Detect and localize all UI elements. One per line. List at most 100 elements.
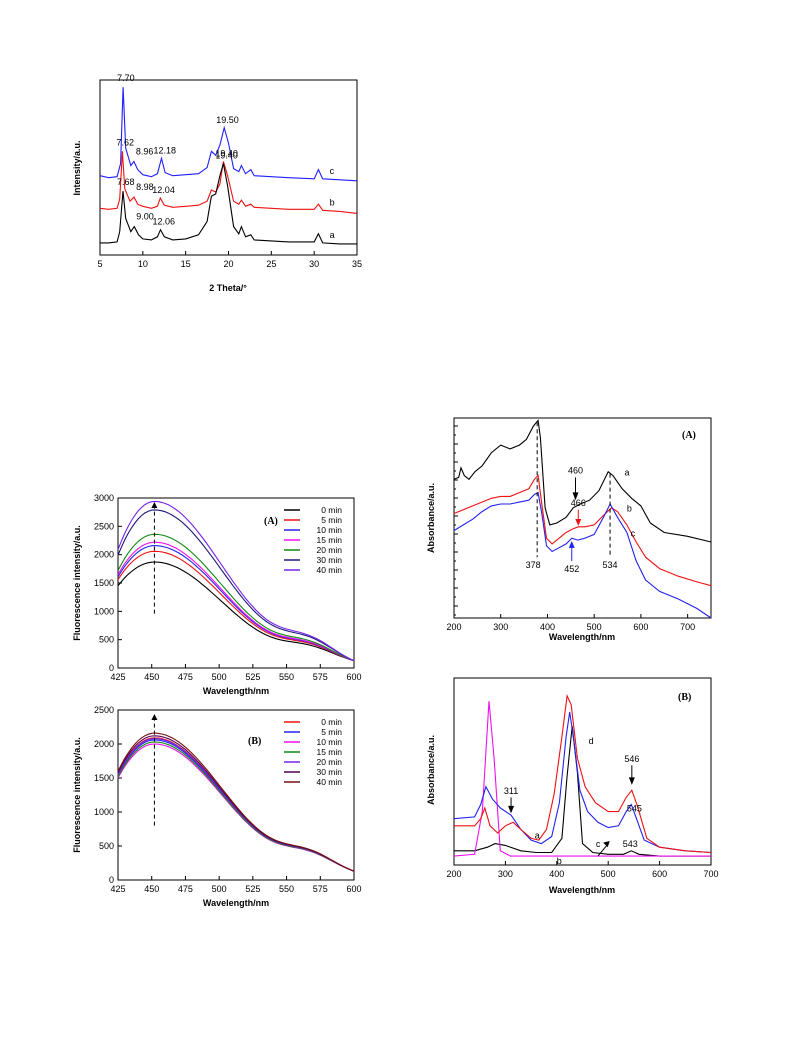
xrd-peak-label: 19.40 xyxy=(215,150,238,160)
uv-vis-a-arrowhead xyxy=(568,541,575,548)
xrd-series-c-line xyxy=(99,87,358,182)
flB-legend-label: 40 min xyxy=(316,777,342,787)
uv-vis-b-x-axis-label: Wavelength/nm xyxy=(549,885,615,895)
uv-vis-b-annotation: 543 xyxy=(623,839,638,849)
flB-y-tick-label: 2500 xyxy=(94,705,114,715)
flA-series-line xyxy=(117,533,355,662)
xrd-series-b-line xyxy=(99,151,358,214)
flA-y-tick-label: 1000 xyxy=(94,606,114,616)
uv-vis-b-annotations: 311 546 545 543 a b c d xyxy=(504,736,642,866)
flB-x-tick-label: 525 xyxy=(245,884,260,894)
flA-legend-label: 10 min xyxy=(316,525,342,535)
uv-vis-b-x-tick-label: 200 xyxy=(446,869,461,879)
uv-vis-a-series-a-name: a xyxy=(625,468,630,478)
flA-legend-label: 30 min xyxy=(316,555,342,565)
flB-y-tick-label: 1500 xyxy=(94,773,114,783)
xrd-peak-label: 8.98 xyxy=(136,182,154,192)
uv-vis-b-series-d-line xyxy=(454,693,712,854)
fluorescence-b-y-axis-label: Fluorescence intensity/a.u. xyxy=(72,737,82,853)
fluorescence-a-chart: 425 450 475 500 525 550 575 600 0 500 1000 1500 2000… xyxy=(72,493,362,696)
uv-vis-b-y-axis-label: Absorbance/a.u. xyxy=(426,735,436,805)
uv-vis-a-x-tick-label: 700 xyxy=(680,622,695,632)
uv-vis-a-x-tick-label: 300 xyxy=(493,622,508,632)
uv-vis-a-series-b-line xyxy=(453,474,712,587)
fluorescence-a-series xyxy=(117,500,355,662)
uv-vis-a-x-tick-label: 500 xyxy=(587,622,602,632)
uv-vis-b-x-tick-label: 400 xyxy=(549,869,564,879)
uv-vis-b-x-tick-label: 600 xyxy=(652,869,667,879)
uv-vis-a-arrowhead xyxy=(575,519,582,526)
flA-x-tick-label: 600 xyxy=(346,672,361,682)
uv-vis-b-ticks: 200 300 400 500 600 700 xyxy=(446,861,719,879)
flB-y-tick-label: 2000 xyxy=(94,739,114,749)
xrd-peak-label: 7.70 xyxy=(117,73,135,83)
xrd-peak-label: 12.06 xyxy=(152,217,175,227)
flB-x-tick-label: 450 xyxy=(144,884,159,894)
flB-x-tick-label: 500 xyxy=(212,884,227,894)
uv-vis-b-x-tick-label: 300 xyxy=(498,869,513,879)
uv-vis-a-annotation: 466 xyxy=(571,498,586,508)
flA-series-line xyxy=(117,509,355,662)
uv-vis-a-annotations: 378 534 460 466 452 a b c xyxy=(526,422,636,574)
xrd-series-b-name: b xyxy=(330,197,335,207)
flB-legend-label: 15 min xyxy=(316,747,342,757)
flB-y-tick-label: 1000 xyxy=(94,807,114,817)
uv-vis-b-series-b-name: b xyxy=(557,856,562,866)
flB-legend-label: 10 min xyxy=(316,737,342,747)
uv-vis-a-annotation: 378 xyxy=(526,560,541,570)
fluorescence-a-y-axis-label: Fluorescence intensity/a.u. xyxy=(72,525,82,641)
flA-x-tick-label: 475 xyxy=(178,672,193,682)
flA-x-tick-label: 450 xyxy=(144,672,159,682)
flA-x-tick-label: 425 xyxy=(110,672,125,682)
xrd-peak-label: 8.96 xyxy=(136,146,154,156)
uv-vis-b-series-b-line xyxy=(453,701,711,857)
uv-vis-a-x-tick-label: 600 xyxy=(633,622,648,632)
flA-y-tick-label: 0 xyxy=(109,663,114,673)
fluorescence-b-ticks: 425 450 475 500 525 550 575 600 0 500 1000 1500 2000… xyxy=(94,705,362,894)
fluorescence-b-chart: 425 450 475 500 525 550 575 600 0 500 1000 1500 2000… xyxy=(72,705,362,908)
flA-legend-label: 15 min xyxy=(316,535,342,545)
xrd-x-tick-label: 15 xyxy=(181,259,191,269)
xrd-peak-label: 7.62 xyxy=(116,137,134,147)
xrd-axes-frame xyxy=(99,79,358,256)
xrd-series-c-name: c xyxy=(330,166,335,176)
fluorescence-a-ticks: 425 450 475 500 525 550 575 600 0 500 1000 1500 2000… xyxy=(94,493,362,682)
uv-vis-a-series-a-line xyxy=(453,419,712,543)
uv-vis-b-series-a-line xyxy=(454,726,711,857)
uv-vis-a-series-c-line xyxy=(453,491,712,619)
flA-y-tick-label: 500 xyxy=(99,635,114,645)
flB-x-tick-label: 475 xyxy=(178,884,193,894)
flB-y-tick-label: 500 xyxy=(99,841,114,851)
xrd-chart: 5 10 15 20 25 30 35 c 7.70 8.96 12.18 19.50 b 7.62 8.… xyxy=(72,73,362,293)
uv-vis-a-series-c-name: c xyxy=(631,528,636,538)
xrd-peak-label: 19.40 xyxy=(215,148,238,158)
flB-x-tick-label: 600 xyxy=(346,884,361,894)
flB-x-tick-label: 550 xyxy=(279,884,294,894)
xrd-series-a-line xyxy=(100,163,357,245)
fluorescence-b-panel-label: (B) xyxy=(248,736,261,747)
xrd-series xyxy=(99,87,358,245)
uv-vis-b-annotation: 311 xyxy=(504,786,518,796)
flA-x-tick-label: 525 xyxy=(245,672,260,682)
uv-vis-b-annotation: 546 xyxy=(624,754,639,764)
fluorescence-a-axes-frame xyxy=(117,497,355,669)
flB-legend-label: 20 min xyxy=(316,757,342,767)
xrd-x-tick-label: 10 xyxy=(138,259,148,269)
xrd-x-ticks: 5 10 15 20 25 30 35 xyxy=(97,251,362,269)
uv-vis-a-x-axis-label: Wavelength/nm xyxy=(549,632,615,642)
flA-legend-label: 20 min xyxy=(316,545,342,555)
flA-series-line xyxy=(117,500,355,662)
fluorescence-b-x-axis-label: Wavelength/nm xyxy=(203,898,269,908)
uv-vis-a-axes-frame xyxy=(453,417,712,619)
fluorescence-a-x-axis-label: Wavelength/nm xyxy=(203,686,269,696)
xrd-x-tick-label: 30 xyxy=(309,259,319,269)
uv-vis-b-series-c-line xyxy=(453,711,712,854)
flA-y-tick-label: 1500 xyxy=(94,578,114,588)
xrd-y-axis-label: Intensity/a.u. xyxy=(72,140,82,195)
xrd-peak-label: 19.50 xyxy=(216,115,239,125)
xrd-peak-label: 12.04 xyxy=(152,185,175,195)
flB-legend-label: 5 min xyxy=(321,727,342,737)
uv-vis-b-arrowhead xyxy=(603,840,610,848)
